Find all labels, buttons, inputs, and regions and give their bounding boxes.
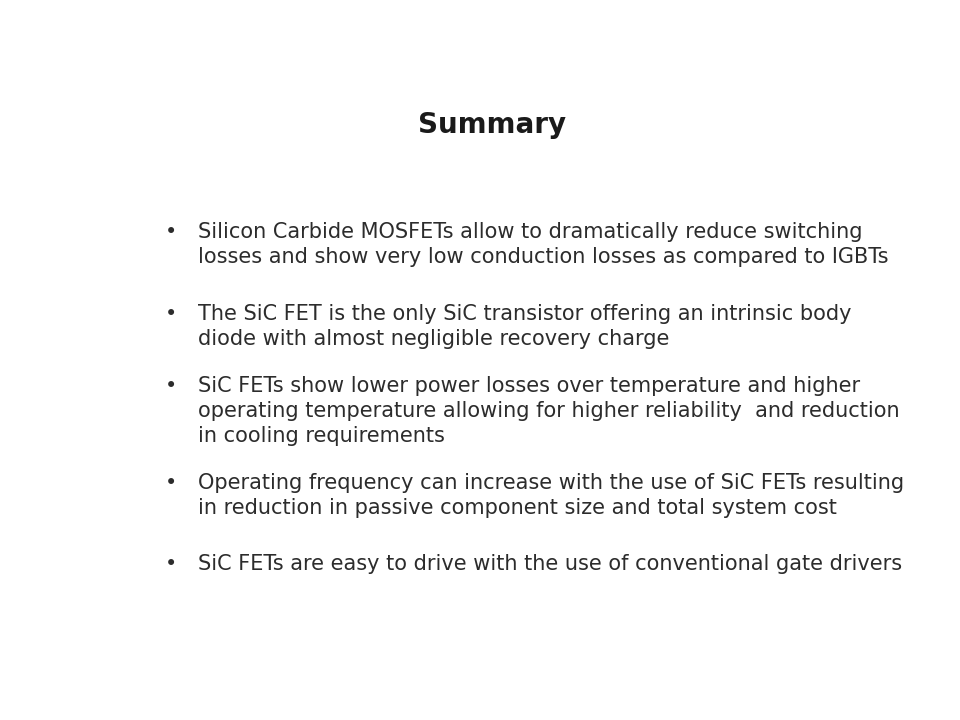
Text: •: • (164, 473, 177, 493)
Text: •: • (164, 554, 177, 574)
Text: Operating frequency can increase with the use of SiC FETs resulting
in reduction: Operating frequency can increase with th… (198, 473, 904, 518)
Text: •: • (164, 222, 177, 242)
Text: SiC FETs are easy to drive with the use of conventional gate drivers: SiC FETs are easy to drive with the use … (198, 554, 902, 574)
Text: •: • (164, 305, 177, 324)
Text: Silicon Carbide MOSFETs allow to dramatically reduce switching
losses and show v: Silicon Carbide MOSFETs allow to dramati… (198, 222, 889, 267)
Text: The SiC FET is the only SiC transistor offering an intrinsic body
diode with alm: The SiC FET is the only SiC transistor o… (198, 305, 852, 349)
Text: •: • (164, 377, 177, 396)
Text: Summary: Summary (418, 112, 566, 140)
Text: SiC FETs show lower power losses over temperature and higher
operating temperatu: SiC FETs show lower power losses over te… (198, 377, 900, 446)
